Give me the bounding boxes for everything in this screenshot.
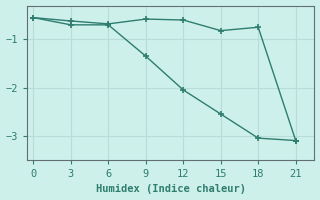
- X-axis label: Humidex (Indice chaleur): Humidex (Indice chaleur): [96, 184, 246, 194]
